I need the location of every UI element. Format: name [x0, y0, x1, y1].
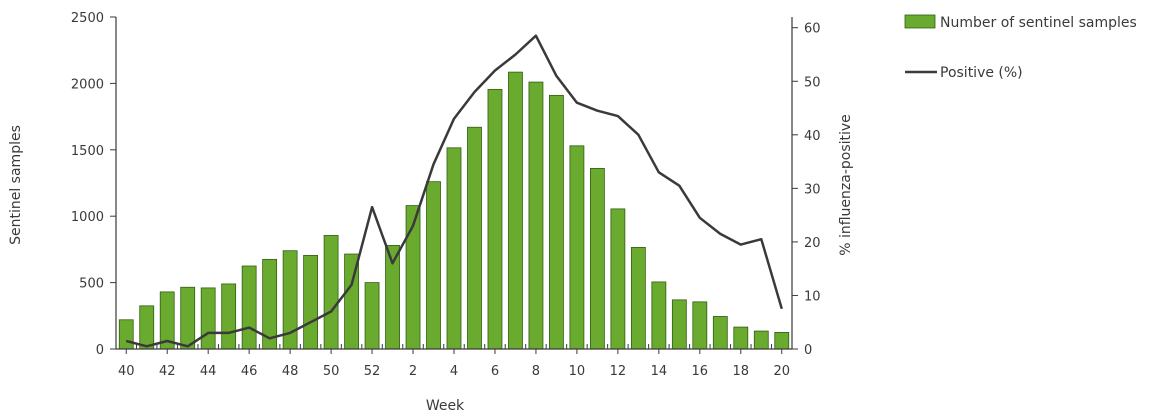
- x-tick-label: 50: [323, 364, 340, 379]
- x-tick-label: 2: [409, 364, 417, 379]
- legend-line-label: Positive (%): [940, 65, 1023, 81]
- legend-item-bars: Number of sentinel samples: [904, 14, 1137, 31]
- x-tick-label: 42: [159, 364, 176, 379]
- y-right-tick-label: 50: [804, 75, 821, 90]
- y-left-tick-label: 2500: [71, 11, 104, 26]
- bar-week-49: [303, 254, 319, 350]
- x-tick-label: 10: [569, 364, 586, 379]
- bar-week-43: [180, 286, 196, 350]
- bar-week-6: [487, 88, 503, 350]
- bar-week-13: [630, 247, 646, 350]
- y-left-tick-label: 2000: [71, 77, 104, 92]
- positive-line: [125, 34, 783, 348]
- y-right-axis-title: % influenza-positive: [838, 114, 854, 256]
- y-left-tick-label: 1000: [71, 210, 104, 225]
- x-tick-label: 12: [610, 364, 627, 379]
- y-right-tick-label: 40: [804, 129, 821, 144]
- y-right-tick-label: 10: [804, 289, 821, 304]
- x-tick-label: 46: [241, 364, 258, 379]
- x-tick-label: 4: [450, 364, 458, 379]
- bar-week-44: [200, 287, 216, 350]
- bar-week-17: [712, 316, 728, 350]
- y-right-ticks: 0 10 20 30 40 50 60: [792, 22, 821, 358]
- x-tick-label: 44: [200, 364, 217, 379]
- x-minor-ticks: [135, 344, 773, 349]
- x-tick-label: 40: [118, 364, 135, 379]
- bar-week-18: [733, 326, 749, 350]
- x-tick-label: 20: [773, 364, 790, 379]
- x-ticks: 40 42 44 46 48 50 52 2 4 6 8 10 12 14 16 18 20: [118, 349, 790, 379]
- bar-series: [118, 71, 790, 350]
- y-left-tick-label: 500: [79, 277, 104, 292]
- x-tick-label: 6: [491, 364, 499, 379]
- legend-bar-label: Number of sentinel samples: [940, 15, 1137, 31]
- bar-week-45: [221, 283, 237, 350]
- y-left-tick-label: 0: [96, 343, 104, 358]
- x-tick-label: 8: [532, 364, 540, 379]
- bar-week-9: [549, 94, 564, 350]
- bar-week-8: [528, 81, 544, 350]
- y-left-axis-title: Sentinel samples: [8, 125, 24, 245]
- x-tick-label: 16: [692, 364, 709, 379]
- bar-week-3: [426, 181, 441, 350]
- bar-week-52: [364, 282, 380, 350]
- bar-week-16: [692, 301, 708, 350]
- x-axis-title: Week: [426, 398, 465, 414]
- bar-week-20: [774, 331, 790, 350]
- bar-week-46: [241, 265, 257, 350]
- legend: Number of sentinel samples Positive (%): [904, 14, 1137, 81]
- x-tick-label: 14: [651, 364, 668, 379]
- bar-week-40: [118, 319, 134, 350]
- bar-week-50: [323, 235, 339, 350]
- y-right-tick-label: 0: [804, 343, 812, 358]
- y-left-ticks: 0 500 1000 1500 2000 2500: [71, 11, 116, 358]
- x-tick-label: 52: [364, 364, 381, 379]
- x-tick-label: 48: [282, 364, 299, 379]
- bar-week-14: [651, 281, 667, 350]
- y-right-tick-label: 30: [804, 182, 821, 197]
- bar-week-10: [569, 145, 585, 350]
- bar-week-15: [671, 299, 687, 350]
- bar-week-4: [446, 147, 462, 350]
- bar-week-41: [139, 305, 155, 350]
- bar-week-11: [589, 167, 605, 350]
- legend-bar-swatch: [904, 14, 936, 29]
- y-right-tick-label: 60: [804, 22, 821, 37]
- x-tick-label: 18: [733, 364, 750, 379]
- legend-item-line: Positive (%): [905, 65, 1023, 81]
- bar-week-12: [610, 208, 626, 350]
- bar-week-7: [508, 71, 523, 350]
- bar-week-5: [467, 126, 482, 350]
- bar-week-19: [753, 330, 769, 350]
- y-left-tick-label: 1500: [71, 144, 104, 159]
- y-right-tick-label: 20: [804, 236, 821, 251]
